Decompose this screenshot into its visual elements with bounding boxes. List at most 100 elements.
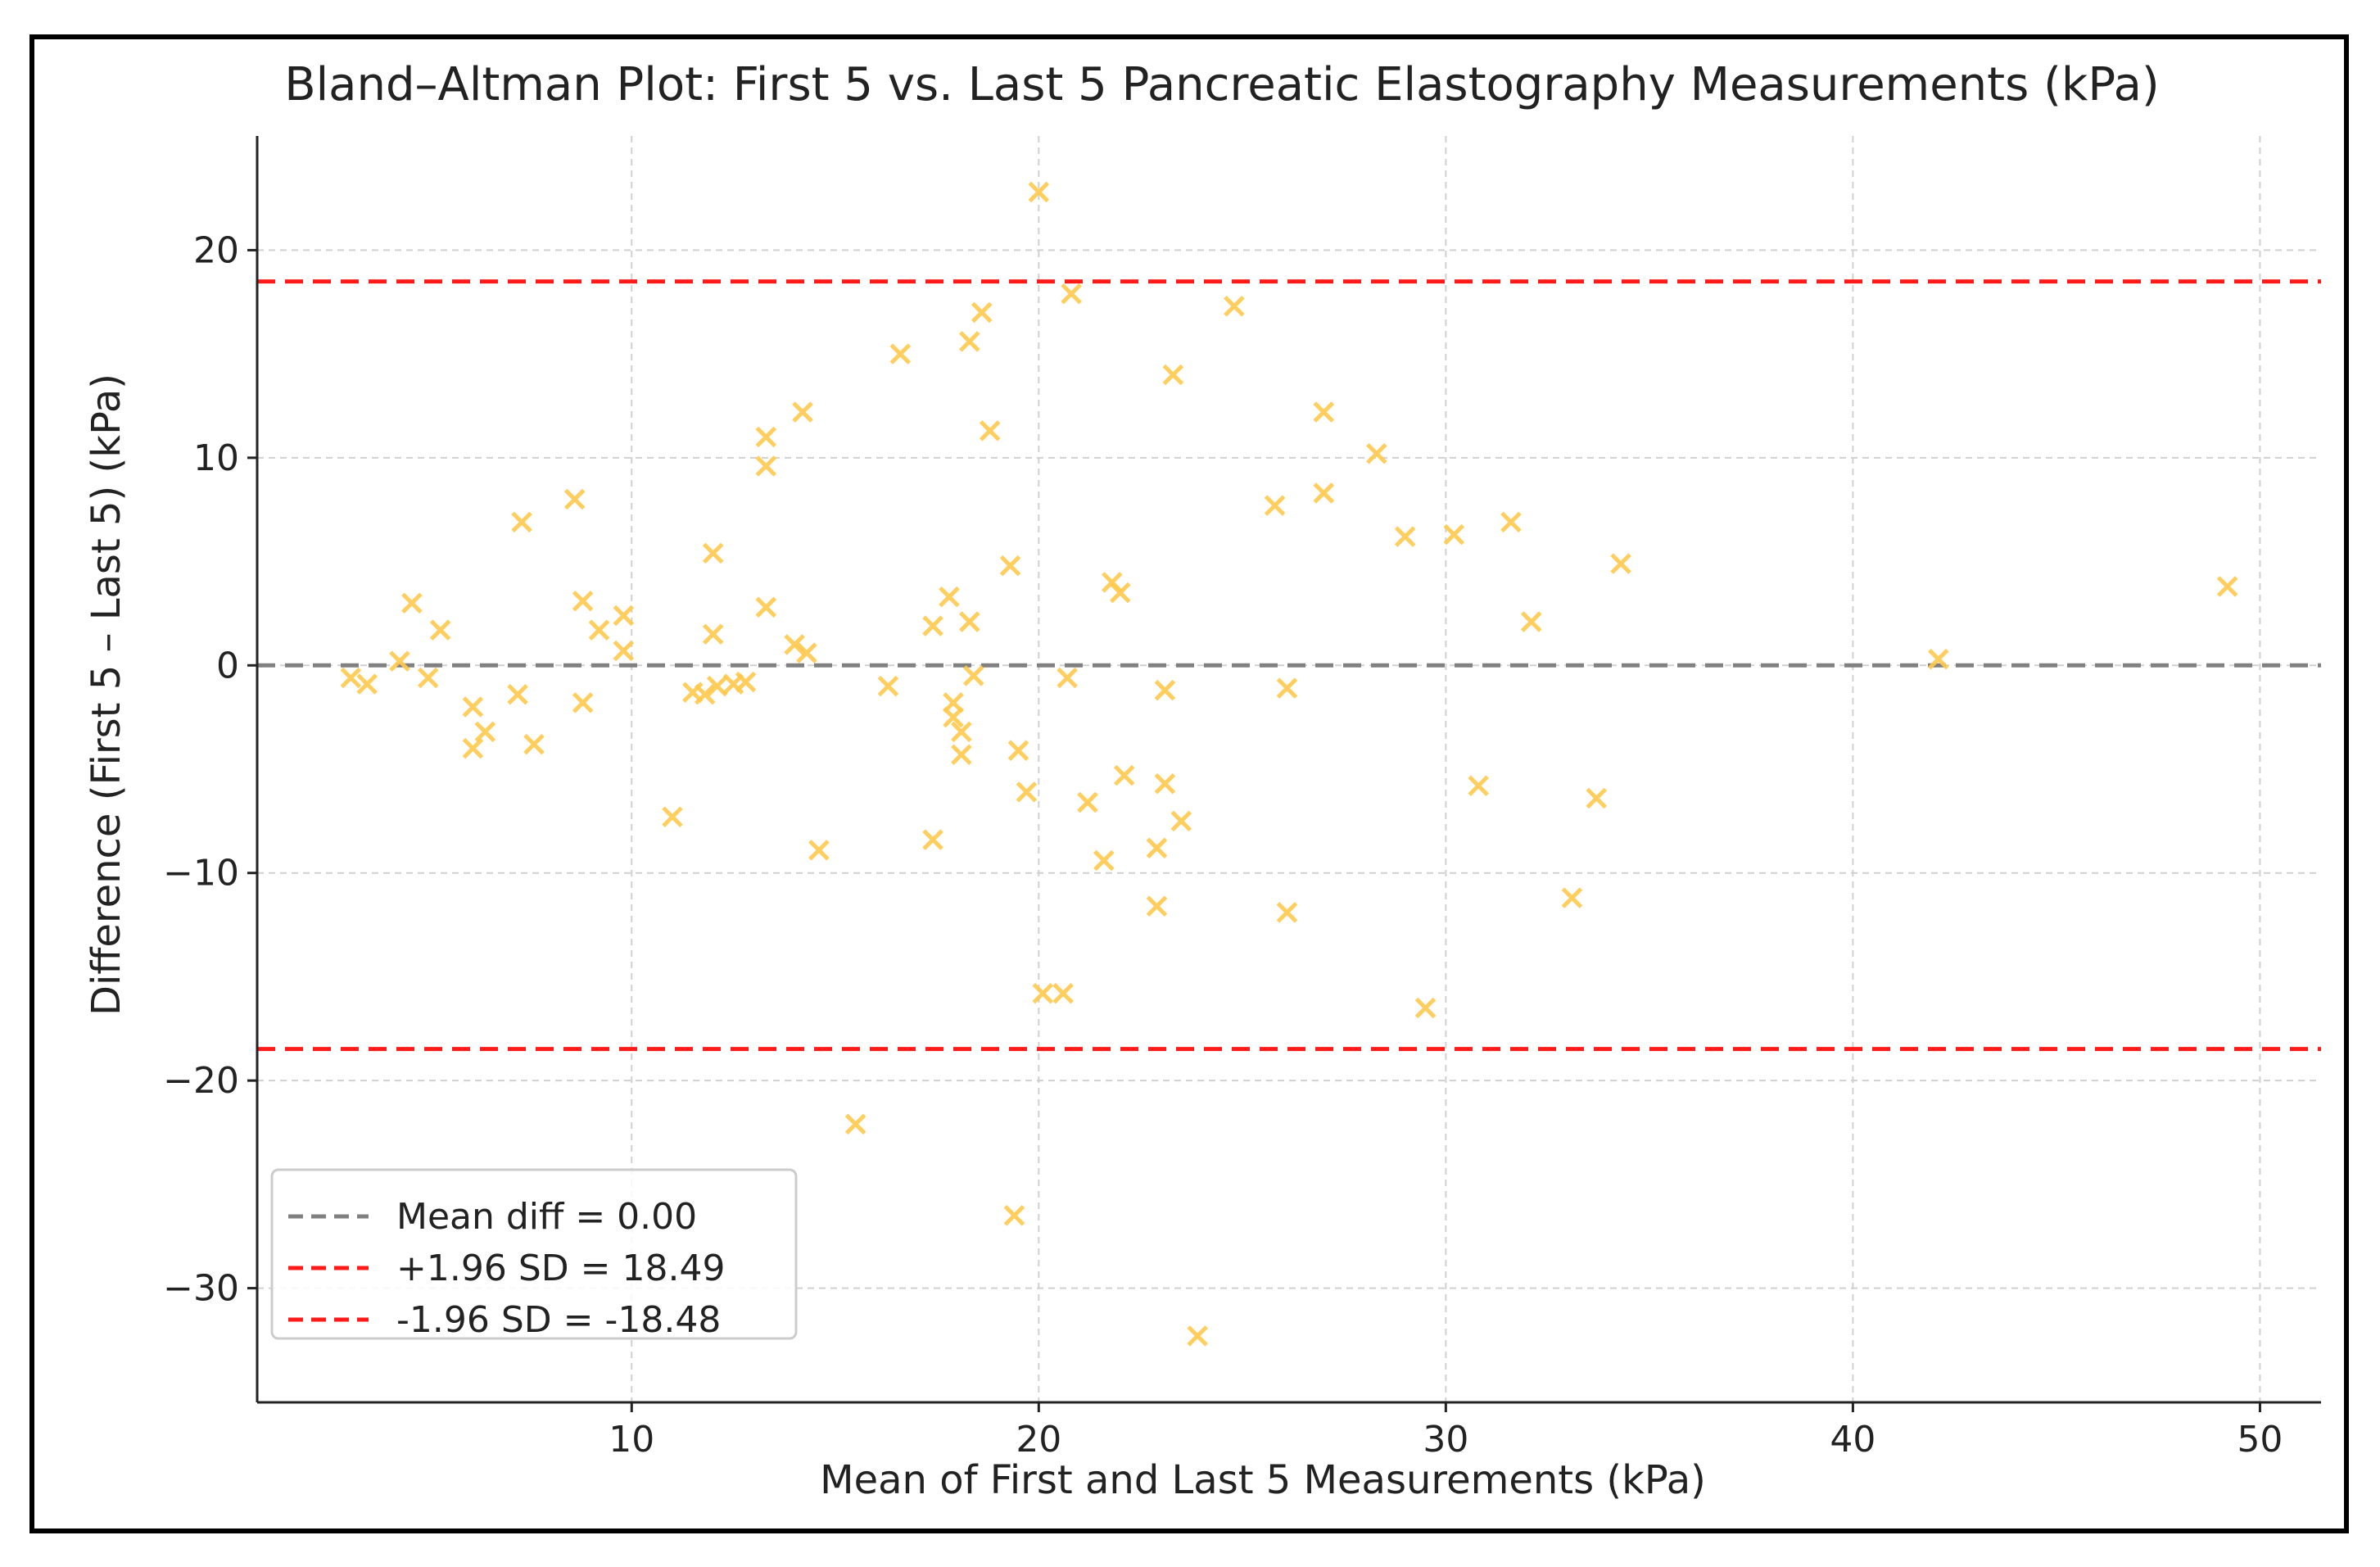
data-point bbox=[971, 301, 993, 324]
data-point-marker bbox=[844, 1113, 866, 1135]
legend-label-upper: +1.96 SD = 18.49 bbox=[396, 1248, 725, 1289]
data-point bbox=[462, 737, 484, 759]
data-point bbox=[951, 744, 972, 766]
data-point bbox=[1224, 296, 1245, 317]
data-point bbox=[939, 586, 960, 608]
legend-label-lower: -1.96 SD = -18.48 bbox=[396, 1299, 721, 1341]
y-tick-label: 10 bbox=[193, 437, 239, 479]
data-point-marker bbox=[389, 650, 410, 672]
data-point bbox=[1057, 667, 1078, 689]
data-point bbox=[340, 667, 362, 689]
data-point-marker bbox=[1264, 495, 1286, 516]
data-point bbox=[356, 673, 378, 695]
data-point-marker bbox=[613, 640, 635, 662]
data-point-marker bbox=[1007, 740, 1029, 761]
data-point-marker bbox=[1109, 582, 1131, 604]
data-point-marker bbox=[2216, 576, 2238, 597]
data-point bbox=[662, 806, 683, 828]
data-point-marker bbox=[474, 721, 496, 743]
data-point bbox=[808, 840, 830, 861]
data-point-marker bbox=[588, 619, 610, 641]
data-point bbox=[951, 721, 972, 743]
data-point-marker bbox=[1057, 667, 1078, 689]
data-point bbox=[1264, 495, 1286, 516]
data-point-marker bbox=[702, 542, 724, 564]
data-point bbox=[1077, 791, 1098, 813]
data-point-marker bbox=[462, 696, 484, 718]
data-point bbox=[572, 692, 594, 713]
data-point-marker bbox=[507, 683, 528, 705]
data-point-marker bbox=[755, 455, 777, 477]
data-point bbox=[755, 596, 777, 618]
data-point-marker bbox=[963, 665, 984, 686]
data-point bbox=[389, 650, 410, 672]
data-point-marker bbox=[951, 721, 972, 743]
data-point-marker bbox=[1414, 997, 1437, 1019]
data-point-marker bbox=[1003, 1205, 1025, 1226]
y-tick-label: −10 bbox=[163, 853, 239, 894]
y-tick-label: −20 bbox=[163, 1060, 239, 1102]
data-point-marker bbox=[1154, 772, 1176, 795]
data-point bbox=[1414, 997, 1437, 1019]
data-point-marker bbox=[1154, 679, 1176, 701]
legend-label-mean: Mean diff = 0.00 bbox=[396, 1196, 697, 1238]
data-point-marker bbox=[943, 706, 964, 728]
data-point bbox=[1146, 837, 1168, 859]
data-point-marker bbox=[999, 555, 1021, 577]
data-point-marker bbox=[662, 806, 683, 828]
data-point-marker bbox=[523, 733, 545, 755]
data-point bbox=[889, 343, 912, 365]
data-point bbox=[1146, 895, 1168, 917]
data-point bbox=[1154, 772, 1176, 795]
data-point-marker bbox=[1061, 283, 1082, 305]
data-point-marker bbox=[1016, 781, 1038, 803]
data-point bbox=[1154, 679, 1176, 701]
data-point-marker bbox=[1224, 296, 1245, 317]
data-point bbox=[572, 590, 594, 612]
data-point-marker bbox=[1052, 982, 1074, 1004]
axes bbox=[247, 136, 2321, 1412]
data-point bbox=[1113, 764, 1135, 786]
data-point bbox=[1313, 482, 1335, 504]
data-point bbox=[877, 675, 899, 697]
data-point bbox=[613, 640, 635, 662]
data-point-marker bbox=[979, 420, 1001, 442]
data-point bbox=[755, 455, 777, 477]
bland-altman-chart: 10 20 30 40 50 −30 −20 −10 0 10 20 Bland–Altman Pl… bbox=[84, 58, 2321, 1503]
data-point bbox=[1187, 1325, 1208, 1347]
data-point-marker bbox=[922, 615, 943, 636]
data-point bbox=[613, 605, 635, 627]
data-point-marker bbox=[951, 744, 972, 766]
data-point bbox=[1028, 181, 1050, 203]
data-point bbox=[2216, 576, 2238, 597]
data-point bbox=[694, 683, 716, 705]
data-point bbox=[1276, 677, 1298, 699]
data-point bbox=[1170, 810, 1192, 832]
data-point bbox=[1061, 283, 1082, 305]
data-point bbox=[1443, 523, 1465, 546]
data-point bbox=[922, 615, 943, 636]
data-point bbox=[417, 667, 439, 689]
data-point bbox=[1007, 740, 1029, 761]
data-point-marker bbox=[706, 675, 728, 697]
data-point bbox=[796, 642, 817, 663]
chart-title: Bland–Altman Plot: First 5 vs. Last 5 Pa… bbox=[284, 58, 2160, 111]
data-point-marker bbox=[1561, 887, 1583, 908]
data-point bbox=[563, 488, 586, 510]
data-point bbox=[922, 829, 943, 850]
data-point-marker bbox=[417, 667, 439, 689]
data-point bbox=[429, 619, 451, 641]
data-point bbox=[1052, 982, 1074, 1004]
data-point bbox=[401, 592, 423, 614]
data-point bbox=[1610, 553, 1631, 574]
data-point-marker bbox=[971, 301, 993, 324]
y-axis-label: Difference (First 5 – Last 5) (kPa) bbox=[84, 374, 129, 1016]
data-point-marker bbox=[889, 343, 912, 365]
data-point-marker bbox=[755, 596, 777, 618]
data-point-marker bbox=[1394, 526, 1416, 547]
data-point bbox=[702, 542, 724, 564]
data-point bbox=[702, 623, 724, 645]
data-point-marker bbox=[356, 673, 378, 695]
data-point-marker bbox=[572, 590, 594, 612]
data-point bbox=[1003, 1205, 1025, 1226]
